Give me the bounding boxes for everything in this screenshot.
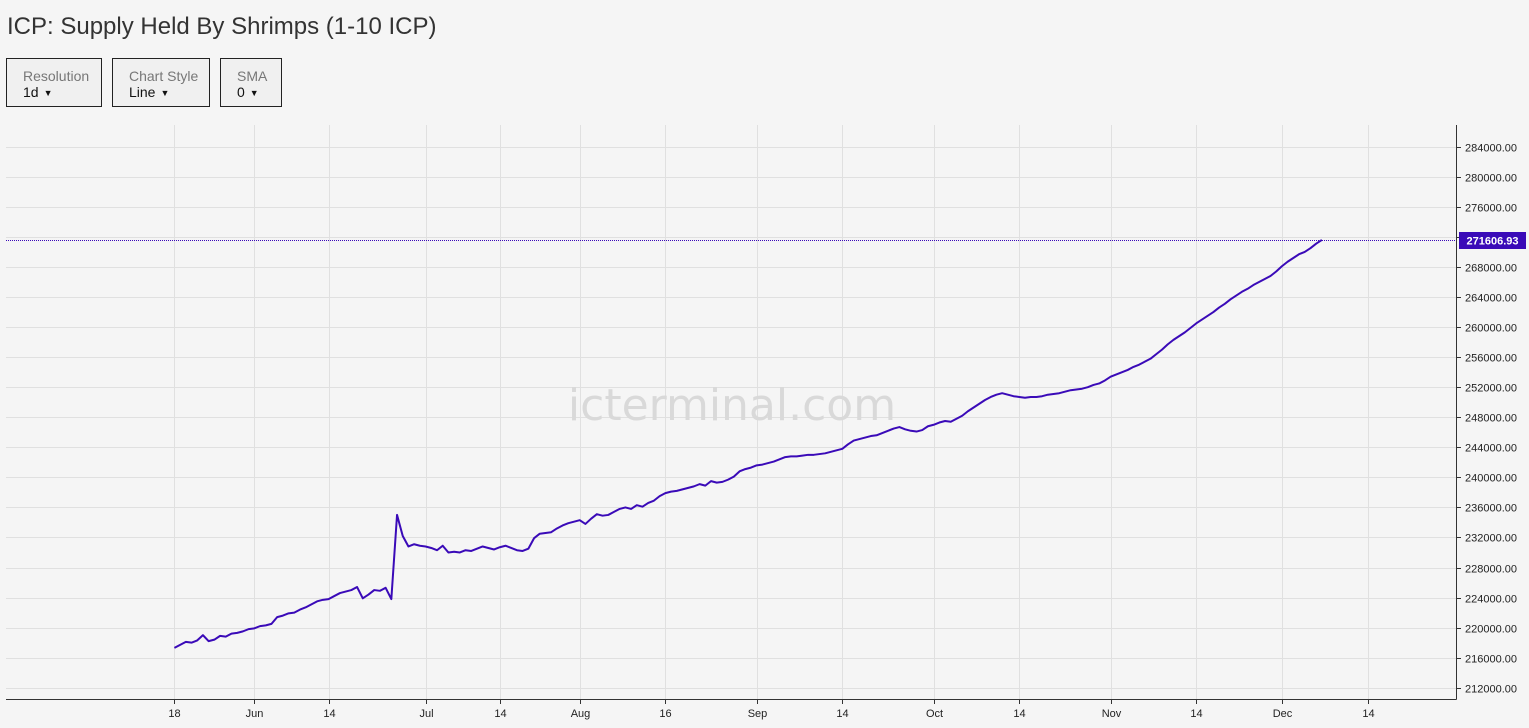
- y-tick-label: 276000.00: [1465, 203, 1517, 215]
- resolution-dropdown[interactable]: Resolution 1d ▼: [6, 58, 102, 107]
- y-tick-label: 228000.00: [1465, 564, 1517, 576]
- resolution-value: 1d: [23, 84, 39, 100]
- page-title: ICP: Supply Held By Shrimps (1-10 ICP): [7, 13, 437, 40]
- x-tick-label: Dec: [1273, 708, 1293, 720]
- x-tick-label: Jul: [419, 708, 433, 720]
- caret-down-icon: ▼: [43, 88, 53, 98]
- series-line: [173, 239, 1323, 649]
- y-tick-label: 244000.00: [1465, 443, 1517, 455]
- last-value-marker: 271606.93: [1459, 232, 1526, 249]
- y-tick-label: 220000.00: [1465, 624, 1517, 636]
- y-tick-label: 212000.00: [1465, 684, 1517, 696]
- y-axis-tick-labels: 212000.00 216000.00 220000.00 224000.00 2280…: [1465, 143, 1517, 696]
- watermark: icterminal.com: [568, 380, 896, 431]
- sma-value-row: 0 ▼: [237, 84, 281, 103]
- x-tick-label: 18: [168, 708, 180, 720]
- y-tick-label: 236000.00: [1465, 503, 1517, 515]
- last-value-label: 271606.93: [1467, 236, 1519, 248]
- x-tick-label: 14: [494, 708, 506, 720]
- y-tick-label: 256000.00: [1465, 353, 1517, 365]
- chart-style-value-row: Line ▼: [129, 84, 209, 103]
- x-tick-label: 14: [1013, 708, 1025, 720]
- sma-value: 0: [237, 84, 245, 100]
- x-tick-label: 14: [1362, 708, 1374, 720]
- x-tick-label: Jun: [246, 708, 264, 720]
- y-tick-label: 260000.00: [1465, 323, 1517, 335]
- y-tick-label: 216000.00: [1465, 654, 1517, 666]
- resolution-value-row: 1d ▼: [23, 84, 101, 103]
- sma-label: SMA: [237, 68, 268, 84]
- x-tick-label: 14: [323, 708, 335, 720]
- x-tick-label: 16: [659, 708, 671, 720]
- y-tick-label: 224000.00: [1465, 594, 1517, 606]
- y-tick-label: 248000.00: [1465, 413, 1517, 425]
- vertical-gridlines: [174, 125, 1369, 704]
- y-tick-label: 240000.00: [1465, 473, 1517, 485]
- resolution-label: Resolution: [23, 68, 90, 84]
- y-tick-label: 264000.00: [1465, 293, 1517, 305]
- chart-style-value: Line: [129, 84, 156, 100]
- x-tick-label: Nov: [1102, 708, 1122, 720]
- y-tick-label: 232000.00: [1465, 533, 1517, 545]
- caret-down-icon: ▼: [249, 88, 259, 98]
- y-tick-label: 284000.00: [1465, 143, 1517, 155]
- chart-style-dropdown[interactable]: Chart Style Line ▼: [112, 58, 210, 107]
- axes: [6, 125, 1457, 700]
- x-tick-label: 14: [1190, 708, 1202, 720]
- y-tick-label: 252000.00: [1465, 383, 1517, 395]
- sma-dropdown[interactable]: SMA 0 ▼: [220, 58, 282, 107]
- x-tick-label: Sep: [748, 708, 768, 720]
- x-tick-label: Aug: [571, 708, 591, 720]
- x-axis-tick-labels: 18 Jun 14 Jul 14 Aug 16 Sep 14 Oct 14 Nov 14 Dec 14: [168, 708, 1374, 720]
- caret-down-icon: ▼: [160, 88, 170, 98]
- chart-style-label: Chart Style: [129, 68, 199, 84]
- y-tick-label: 280000.00: [1465, 173, 1517, 185]
- y-tick-label: 268000.00: [1465, 263, 1517, 275]
- last-value-badge: [1459, 232, 1526, 249]
- x-tick-label: Oct: [926, 708, 943, 720]
- x-tick-label: 14: [836, 708, 848, 720]
